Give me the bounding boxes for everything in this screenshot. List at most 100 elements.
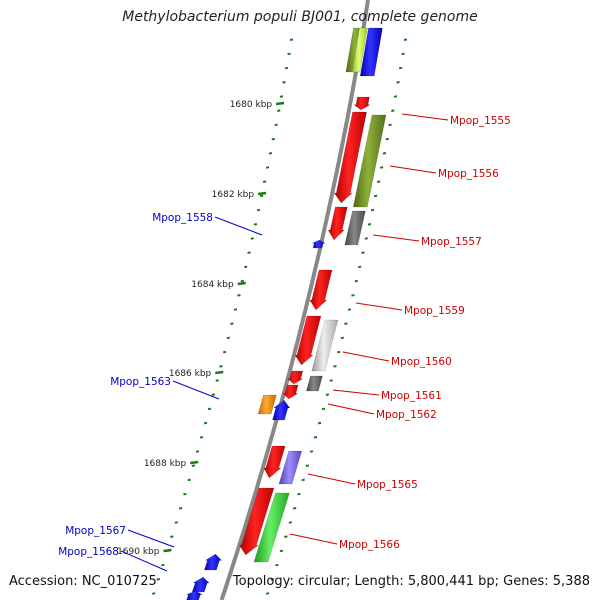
scale-tick	[284, 535, 288, 538]
scale-tick	[279, 95, 284, 98]
scale-tick	[292, 507, 297, 510]
scale-tick	[259, 194, 264, 198]
scale-tick	[271, 137, 275, 141]
scale-tick	[388, 123, 392, 127]
scale-tick	[279, 549, 284, 553]
scale-tick	[370, 208, 375, 212]
scale-tick	[215, 379, 219, 382]
topology-text: Topology: circular; Length: 5,800,441 bp…	[232, 574, 590, 589]
scale-tick	[403, 38, 408, 41]
position-label: 1682 kbp	[212, 190, 255, 200]
position-label: 1684 kbp	[191, 280, 234, 290]
scale-tick	[262, 180, 267, 183]
scale-tick	[178, 507, 183, 510]
scale-tick	[333, 365, 337, 368]
gene-label[interactable]: Mpop_1556	[438, 168, 499, 180]
scale-tick	[321, 407, 326, 411]
scale-tick	[361, 251, 365, 254]
position-label: 1680 kbp	[230, 100, 273, 110]
gene-glyph	[263, 445, 286, 479]
gene-label[interactable]: Mpop_1566	[339, 539, 400, 551]
scale-tick	[240, 279, 245, 283]
gene-glyph	[306, 375, 323, 392]
scale-tick	[265, 166, 270, 169]
gene-label[interactable]: Mpop_1555	[450, 115, 511, 127]
gene-glyph	[204, 553, 223, 571]
position-major-tick	[215, 370, 224, 375]
accession-text: Accession: NC_010725	[9, 574, 157, 589]
scale-tick	[287, 52, 291, 56]
scale-tick	[195, 450, 200, 453]
scale-tick	[351, 294, 355, 297]
position-major-tick	[257, 191, 267, 196]
scale-tick	[385, 137, 389, 141]
gene-glyph	[257, 394, 277, 415]
scale-tick	[317, 421, 322, 425]
scale-tick	[401, 52, 405, 56]
gene-glyph	[309, 269, 333, 311]
scale-tick	[170, 535, 174, 538]
gene-glyph	[359, 27, 383, 77]
scale-tick	[156, 578, 160, 581]
scale-tick	[274, 123, 278, 127]
position-label: 1688 kbp	[144, 459, 187, 469]
gene-glyph	[186, 590, 203, 600]
gene-glyph	[333, 111, 367, 204]
position-label: 1690 kbp	[117, 547, 160, 557]
scale-tick	[313, 436, 318, 439]
gene-label[interactable]: Mpop_1559	[404, 305, 465, 317]
gene-label[interactable]: Mpop_1565	[357, 479, 418, 491]
scale-tick	[275, 563, 279, 567]
gene-leader-line	[372, 234, 420, 242]
gene-label[interactable]: Mpop_1558	[152, 212, 213, 224]
scale-tick	[265, 592, 270, 595]
gene-glyph	[352, 114, 387, 208]
scale-tick	[226, 336, 231, 340]
gene-label[interactable]: Mpop_1561	[381, 390, 442, 402]
gene-glyph	[351, 27, 368, 73]
scale-tick	[329, 379, 333, 382]
scale-tick	[151, 592, 156, 595]
scale-tick	[250, 237, 254, 240]
scale-tick	[391, 109, 395, 112]
scale-tick	[340, 336, 345, 340]
scale-tick	[354, 279, 359, 283]
position-major-tick	[163, 548, 172, 553]
page-title: Methylobacterium populi BJ001, complete …	[122, 9, 478, 25]
scale-tick	[309, 450, 314, 453]
position-label: 1686 kbp	[169, 369, 212, 379]
scale-tick	[358, 265, 362, 269]
position-major-tick	[275, 101, 285, 106]
gene-leader-line	[332, 389, 380, 396]
scale-tick	[277, 109, 281, 112]
gene-label[interactable]: Mpop_1567	[65, 525, 126, 537]
gene-glyph	[353, 96, 371, 111]
scale-tick	[373, 194, 378, 198]
scale-tick	[244, 265, 248, 269]
scale-tick	[347, 308, 352, 311]
gene-label[interactable]: Mpop_1562	[376, 409, 437, 421]
gene-leader-line	[172, 380, 220, 400]
scale-tick	[203, 421, 208, 425]
gene-leader-line	[307, 473, 356, 485]
gene-leader-line	[127, 529, 175, 548]
scale-tick	[207, 407, 212, 411]
gene-leader-line	[289, 533, 338, 545]
gene-label[interactable]: Mpop_1563	[110, 376, 171, 388]
scale-tick	[237, 294, 241, 297]
gene-glyph	[311, 319, 339, 372]
scale-tick	[211, 393, 216, 396]
gene-label[interactable]: Mpop_1560	[391, 356, 452, 368]
gene-leader-line	[214, 216, 263, 236]
scale-tick	[305, 464, 310, 467]
scale-tick	[344, 322, 348, 325]
gene-glyph	[287, 370, 304, 385]
scale-tick	[253, 223, 258, 226]
gene-glyph	[253, 492, 290, 563]
gene-label[interactable]: Mpop_1557	[421, 236, 482, 248]
gene-label[interactable]: Mpop_1568	[58, 546, 119, 558]
scale-tick	[174, 521, 178, 524]
position-major-tick	[237, 281, 246, 286]
scale-tick	[398, 66, 403, 70]
